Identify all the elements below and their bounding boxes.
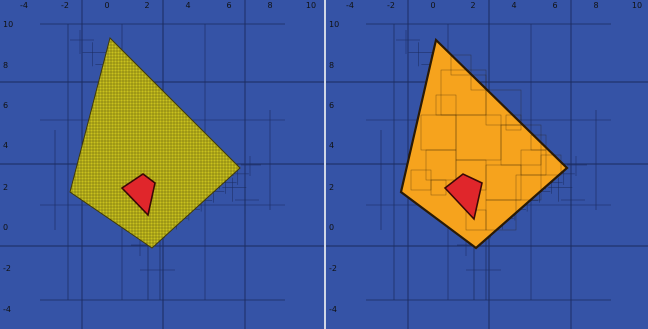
quadtree-cell [530,134,547,151]
left-quadtree-canvas: -4 -2 0 2 4 6 8 10 10 8 6 4 2 0 -2 -4 [0,0,324,329]
right-grid-lines [326,0,648,329]
x-tick-label: 6 [226,1,231,10]
left-y-tick-labels: 10 8 6 4 2 0 -2 -4 [3,20,13,314]
x-tick-label: -4 [346,1,354,10]
y-tick-label: -4 [329,305,337,314]
y-tick-label: -2 [329,264,337,273]
y-tick-label: -4 [3,305,11,314]
y-tick-label: -2 [3,264,11,273]
x-tick-label: 8 [593,1,598,10]
x-tick-label: 2 [470,1,475,10]
y-tick-label: 10 [329,20,339,29]
y-tick-label: 8 [329,61,334,70]
quadtree-cell [435,94,457,116]
y-tick-label: 8 [3,61,8,70]
left-x-tick-labels: -4 -2 0 2 4 6 8 10 [20,1,316,10]
y-tick-label: 6 [3,101,8,110]
quadtree-cell [470,74,487,91]
x-tick-label: 10 [306,1,316,10]
y-tick-label: 4 [3,141,8,150]
right-domain-polygon [399,37,569,250]
quadtree-cell [505,114,522,131]
x-tick-label: 10 [632,1,642,10]
x-tick-label: 2 [144,1,149,10]
right-y-tick-labels: 10 8 6 4 2 0 -2 -4 [329,20,339,314]
y-tick-label: 10 [3,20,13,29]
quadtree-cell [515,174,542,201]
x-tick-label: 4 [185,1,190,10]
x-tick-label: 0 [104,1,109,10]
right-quadtree-canvas: -4 -2 0 2 4 6 8 10 10 8 6 4 2 0 -2 -4 [326,0,648,329]
x-tick-label: 6 [552,1,557,10]
x-tick-label: -4 [20,1,28,10]
y-tick-label: 4 [329,141,334,150]
panel-divider [324,0,326,329]
y-tick-label: 6 [329,101,334,110]
y-tick-label: 2 [329,183,334,192]
x-tick-label: -2 [61,1,69,10]
left-panel: -4 -2 0 2 4 6 8 10 10 8 6 4 2 0 -2 -4 [0,0,324,329]
y-tick-label: 0 [3,223,8,232]
x-tick-label: 8 [267,1,272,10]
left-hole-polygon [120,173,156,217]
y-tick-label: 2 [3,183,8,192]
x-tick-label: 4 [511,1,516,10]
right-x-tick-labels: -4 -2 0 2 4 6 8 10 [346,1,642,10]
right-hole-polygon [443,173,483,221]
y-tick-label: 0 [329,223,334,232]
x-tick-label: -2 [387,1,395,10]
quadtree-cell [450,54,472,76]
quadtree-cell [540,154,562,176]
x-tick-label: 0 [430,1,435,10]
right-panel: -4 -2 0 2 4 6 8 10 10 8 6 4 2 0 -2 -4 [326,0,648,329]
left-domain-polygon [69,37,241,249]
